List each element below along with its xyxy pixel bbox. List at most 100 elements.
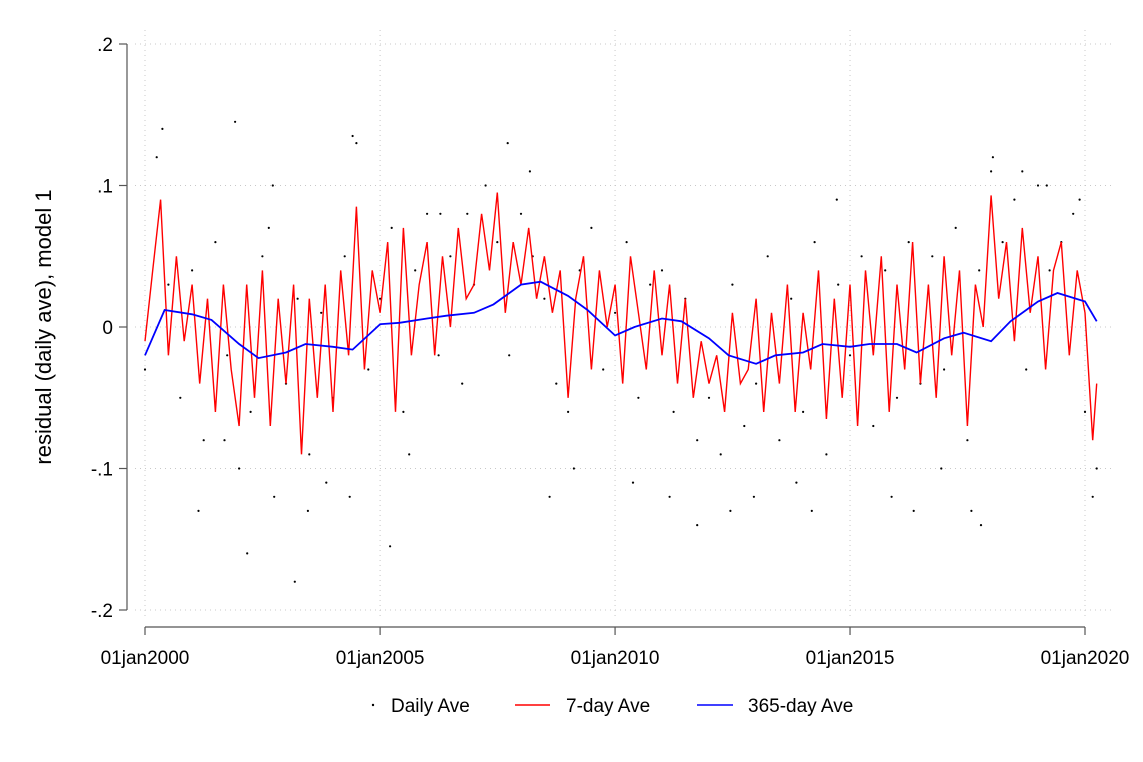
daily-ave-point <box>872 424 875 428</box>
daily-ave-point <box>306 509 309 512</box>
daily-ave-point <box>755 382 758 385</box>
daily-ave-point <box>355 142 358 145</box>
daily-ave-point <box>191 269 194 272</box>
daily-ave-point <box>390 226 393 229</box>
daily-ave-point <box>426 212 429 215</box>
daily-ave-point <box>461 382 464 385</box>
daily-ave-point <box>1036 184 1040 187</box>
daily-ave-point <box>837 283 840 286</box>
daily-ave-point <box>1021 170 1024 173</box>
daily-ave-point <box>940 467 943 470</box>
daily-ave-point <box>707 396 711 399</box>
daily-ave-point <box>439 212 442 215</box>
daily-ave-point <box>1083 410 1087 413</box>
daily-ave-point <box>731 283 734 286</box>
daily-ave-point <box>813 241 816 244</box>
daily-ave-point <box>631 481 635 484</box>
daily-ave-point <box>143 368 147 371</box>
daily-ave-point <box>226 354 229 357</box>
x-tick-label: 01jan2020 <box>1041 648 1130 669</box>
daily-ave-point <box>970 509 973 512</box>
daily-ave-point <box>496 241 499 244</box>
daily-ave-point <box>296 297 299 300</box>
daily-ave-point <box>743 424 746 428</box>
daily-ave-point <box>249 410 252 413</box>
y-ticks: .2 .1 0 -.1 -.2 <box>91 35 127 622</box>
daily-ave-point <box>437 354 440 357</box>
daily-ave-point <box>979 524 983 527</box>
daily-ave-point <box>234 120 237 123</box>
daily-ave-point <box>978 269 981 272</box>
daily-ave-point <box>907 241 910 244</box>
daily-ave-point <box>348 495 351 498</box>
daily-ave-point <box>528 170 532 173</box>
daily-ave-point <box>990 170 993 173</box>
y-tick-label: -.2 <box>91 601 113 622</box>
daily-ave-point <box>320 311 323 314</box>
daily-ave-point <box>966 439 969 442</box>
daily-ave-point <box>273 495 276 498</box>
daily-ave-point <box>161 127 164 130</box>
daily-ave-point <box>367 368 370 371</box>
gridlines <box>135 30 1115 618</box>
x-tick-label: 01jan2000 <box>101 648 190 669</box>
daily-ave-point <box>379 297 382 300</box>
daily-ave-point <box>402 410 405 413</box>
legend: Daily Ave 7-day Ave 365-day Ave <box>371 696 853 717</box>
daily-ave-point <box>696 439 699 442</box>
daily-ave-point <box>572 467 576 470</box>
daily-ave-point <box>943 368 946 371</box>
daily-ave-point <box>719 453 722 456</box>
daily-ave-point <box>884 269 887 272</box>
daily-ave-point <box>155 156 158 159</box>
daily-ave-point <box>548 495 551 498</box>
daily-ave-point <box>752 495 756 498</box>
daily-ave-point <box>1095 467 1098 470</box>
x-tick-label: 01jan2010 <box>571 648 660 669</box>
y-tick-label: .1 <box>97 177 113 198</box>
daily-ave-point <box>197 509 200 512</box>
daily-ave-point <box>214 241 217 244</box>
daily-ave-point <box>567 410 570 413</box>
legend-label-daily-ave: Daily Ave <box>391 696 470 717</box>
daily-ave-point <box>351 134 354 138</box>
daily-ave-point <box>668 495 671 498</box>
daily-ave-point <box>223 439 226 442</box>
daily-ave-point <box>1001 241 1004 244</box>
daily-ave-point <box>1048 269 1051 272</box>
daily-ave-point <box>466 212 469 215</box>
daily-ave-point <box>954 226 957 229</box>
daily-ave-point <box>696 524 699 527</box>
daily-ave-point <box>790 297 793 300</box>
daily-ave-point <box>449 255 452 258</box>
daily-ave-point <box>912 509 915 512</box>
daily-ave-point <box>1078 198 1081 201</box>
daily-ave-point <box>637 396 640 399</box>
daily-ave-point <box>1045 184 1048 187</box>
daily-ave-point <box>802 410 805 413</box>
daily-ave-point <box>931 255 934 258</box>
daily-ave-point <box>1072 212 1075 215</box>
y-axis-title: residual (daily ave), model 1 <box>31 189 56 464</box>
series-7-day-ave-line <box>144 192 1098 455</box>
daily-ave-point <box>267 226 270 229</box>
daily-ave-point <box>484 184 487 187</box>
daily-ave-point <box>167 283 170 286</box>
daily-ave-point <box>795 481 798 484</box>
y-tick-label: 0 <box>102 318 113 339</box>
daily-ave-point <box>519 212 523 215</box>
legend-label-7-day-ave: 7-day Ave <box>566 696 650 717</box>
daily-ave-point <box>991 156 995 159</box>
daily-ave-point <box>825 453 828 456</box>
daily-ave-point <box>766 255 769 258</box>
x-tick-label: 01jan2015 <box>806 648 895 669</box>
daily-ave-point <box>835 198 838 201</box>
daily-ave-point <box>325 481 328 484</box>
daily-ave-point <box>810 509 813 512</box>
daily-ave-point <box>506 142 509 145</box>
daily-ave-point <box>1025 368 1028 371</box>
daily-ave-point <box>308 453 311 456</box>
daily-ave-point <box>414 269 417 272</box>
